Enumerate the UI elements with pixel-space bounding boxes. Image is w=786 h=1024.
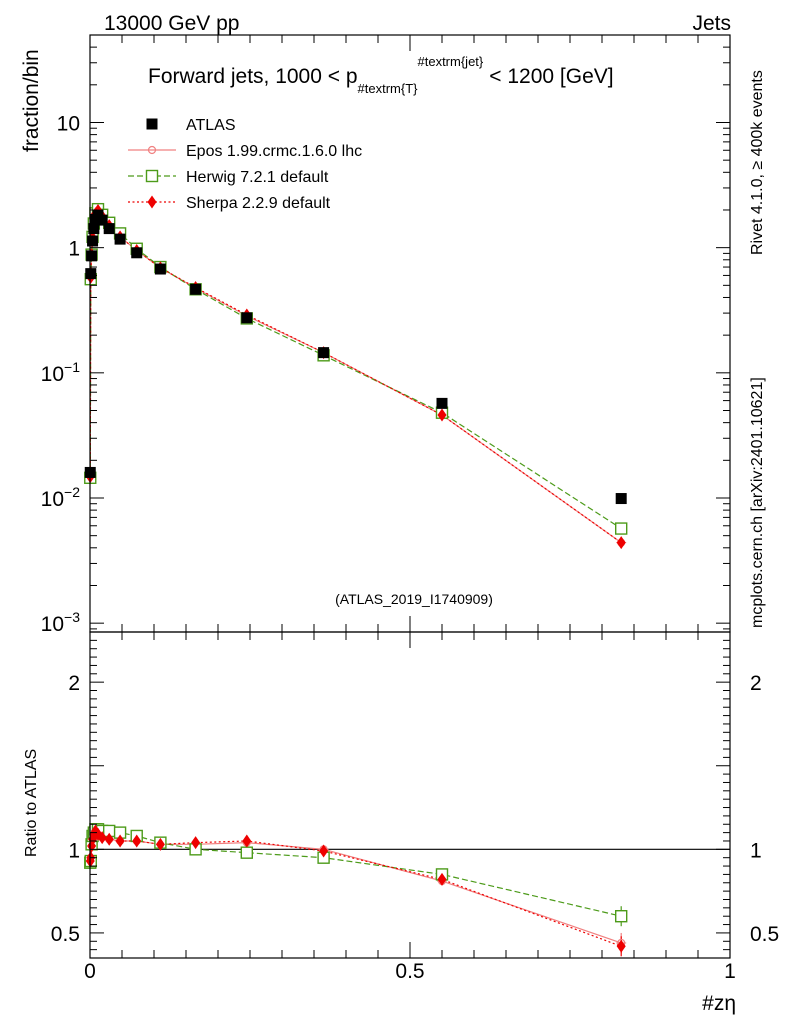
data-point bbox=[131, 247, 143, 259]
series-markers-epos bbox=[85, 206, 627, 547]
y-tick-label: 10 bbox=[57, 112, 80, 135]
data-point bbox=[132, 834, 142, 848]
data-point bbox=[88, 223, 100, 235]
data-point bbox=[115, 834, 125, 848]
ratio-y-tick-label: 2 bbox=[750, 672, 762, 695]
legend-label: Herwig 7.2.1 default bbox=[186, 169, 329, 186]
data-point bbox=[147, 195, 157, 209]
data-point bbox=[86, 250, 98, 262]
data-point bbox=[96, 214, 108, 226]
series-line bbox=[89, 208, 622, 530]
y-tick-label: 10−1 bbox=[41, 359, 81, 386]
data-point bbox=[146, 118, 158, 130]
rivet-label: Rivet 4.1.0, ≥ 400k events bbox=[749, 70, 766, 255]
main-plot: 10 1 10−1 10−2 10−3 Forward jets, 1000 < p#t… bbox=[41, 34, 731, 636]
ratio-line bbox=[89, 829, 622, 944]
data-point bbox=[436, 397, 448, 409]
legend-label: Epos 1.99.crmc.1.6.0 lhc bbox=[186, 143, 362, 160]
series-epos bbox=[89, 209, 622, 544]
data-point bbox=[85, 268, 97, 280]
data-point bbox=[318, 347, 330, 359]
y-tick-label: 1 bbox=[68, 238, 80, 261]
series-line bbox=[89, 209, 622, 544]
data-point bbox=[437, 408, 447, 422]
data-point bbox=[87, 235, 99, 247]
data-point bbox=[154, 263, 166, 275]
series-markers-sherpa bbox=[85, 204, 626, 550]
mcplots-label: mcplots.cern.ch [arXiv:2401.10621] bbox=[749, 377, 766, 628]
legend: ATLAS Epos 1.99.crmc.1.6.0 lhc Herwig 7.2.… bbox=[128, 117, 362, 212]
data-point bbox=[97, 831, 107, 845]
data-point bbox=[145, 169, 159, 183]
legend-label: Sherpa 2.2.9 default bbox=[186, 195, 331, 212]
ratio-y-tick-label: 0.5 bbox=[51, 923, 80, 946]
series-markers-data bbox=[84, 209, 627, 505]
x-tick-label: 0 bbox=[84, 960, 96, 983]
ratio-y-tick-label: 0.5 bbox=[750, 923, 779, 946]
data-point bbox=[616, 939, 626, 953]
y-tick-label: 10−3 bbox=[41, 609, 81, 636]
energy-label: 13000 GeV pp bbox=[104, 12, 239, 35]
series-markers-herwig bbox=[84, 202, 628, 535]
x-tick-label: 0.5 bbox=[395, 960, 424, 983]
data-point bbox=[155, 837, 165, 851]
data-point bbox=[615, 910, 628, 923]
data-point bbox=[616, 536, 626, 550]
ratio-y-tick-label: 1 bbox=[68, 839, 80, 862]
ratio-y-axis-label: Ratio to ATLAS bbox=[23, 749, 40, 857]
series-sherpa bbox=[89, 209, 622, 544]
legend-item-data: ATLAS bbox=[146, 117, 236, 134]
ratio-plot: 0 0.5 12 21 10.5 0.5 bbox=[51, 631, 779, 983]
x-tick-label: 1 bbox=[724, 960, 736, 983]
ratio-line bbox=[89, 828, 622, 917]
data-point bbox=[104, 832, 114, 846]
ratio-line bbox=[89, 829, 622, 947]
series-line bbox=[89, 209, 622, 544]
data-point bbox=[437, 872, 447, 886]
data-point bbox=[242, 834, 252, 848]
ratio-y-tick-label: 2 bbox=[68, 672, 80, 695]
data-point bbox=[240, 846, 254, 859]
chart-title: Forward jets, 1000 < p#textrm{T}#textrm{… bbox=[148, 54, 614, 96]
data-point bbox=[191, 836, 201, 850]
x-axis-label: #zη bbox=[702, 992, 736, 1015]
data-point bbox=[114, 233, 126, 245]
data-point bbox=[615, 522, 628, 535]
legend-item-epos: Epos 1.99.crmc.1.6.0 lhc bbox=[128, 143, 362, 160]
data-point bbox=[615, 493, 627, 505]
legend-item-herwig: Herwig 7.2.1 default bbox=[128, 169, 329, 186]
analysis-label: (ATLAS_2019_I1740909) bbox=[335, 591, 493, 607]
ratio-markers-sherpa bbox=[85, 824, 626, 953]
legend-label: ATLAS bbox=[186, 117, 236, 134]
y-tick-label: 10−2 bbox=[41, 484, 81, 511]
series-herwig bbox=[89, 208, 622, 530]
y-axis-label: fraction/bin bbox=[20, 49, 43, 152]
data-point bbox=[190, 283, 202, 295]
data-point bbox=[241, 312, 253, 324]
ratio-frame bbox=[89, 631, 731, 959]
ratio-y-tick-label: 1 bbox=[750, 839, 762, 862]
ratio-markers-herwig bbox=[84, 823, 628, 923]
legend-item-sherpa: Sherpa 2.2.9 default bbox=[128, 195, 331, 212]
data-point bbox=[319, 844, 329, 858]
category-label: Jets bbox=[692, 12, 731, 35]
data-point bbox=[103, 223, 115, 235]
